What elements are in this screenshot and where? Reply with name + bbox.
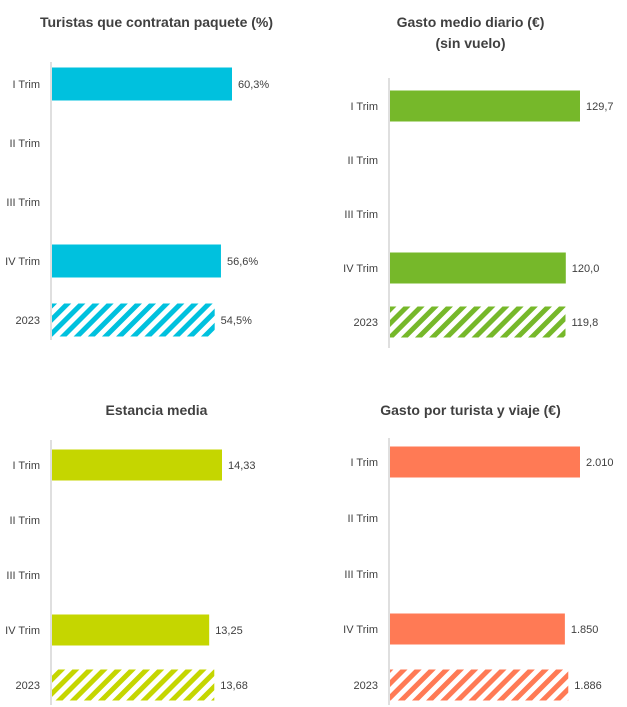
chart-title-gasto-turista: Gasto por turista y viaje (€) xyxy=(380,402,561,418)
category-label: I Trim xyxy=(351,101,379,113)
category-label: II Trim xyxy=(347,155,378,167)
bar xyxy=(390,446,580,478)
bar-chart-paquete: I Trim 60,3% II Trim III Trim IV Trim 56,6% 20… xyxy=(5,62,269,340)
category-label: II Trim xyxy=(9,515,40,527)
value-label: 56,6% xyxy=(227,256,258,268)
chart-title-gasto-diario: Gasto medio diario (€) xyxy=(396,14,545,30)
category-label: III Trim xyxy=(6,570,40,582)
bar xyxy=(390,669,569,701)
category-label: III Trim xyxy=(6,197,40,209)
bar xyxy=(390,90,580,122)
category-label: 2023 xyxy=(16,315,40,327)
bar xyxy=(390,613,565,645)
bar xyxy=(52,67,232,101)
chart-panel-gasto-diario: Gasto medio diario (€) (sin vuelo) I Tri… xyxy=(314,0,627,350)
category-label: I Trim xyxy=(351,457,379,469)
chart-subtitle-gasto-diario: (sin vuelo) xyxy=(435,35,506,51)
bar-chart-estancia: I Trim 14,33 II Trim III Trim IV Trim 13,25 20… xyxy=(5,440,256,705)
bar-chart-gasto-turista: I Trim 2.010 II Trim III Trim IV Trim 1.850 20… xyxy=(343,438,614,705)
value-label: 13,68 xyxy=(220,680,248,692)
value-label: 129,7 xyxy=(586,101,614,113)
chart-title-paquete: Turistas que contratan paquete (%) xyxy=(39,14,274,30)
category-label: II Trim xyxy=(347,513,378,525)
category-label: IV Trim xyxy=(343,263,378,275)
category-label: III Trim xyxy=(344,569,378,581)
bar xyxy=(390,306,566,338)
bar xyxy=(390,252,566,284)
bar-chart-gasto-diario: I Trim 129,7 II Trim III Trim IV Trim 120,0 20… xyxy=(343,78,614,348)
category-label: 2023 xyxy=(16,680,40,692)
chart-panel-gasto-turista: Gasto por turista y viaje (€) I Trim 2.01… xyxy=(314,360,627,707)
category-label: IV Trim xyxy=(343,624,378,636)
category-label: 2023 xyxy=(354,317,378,329)
chart-panel-paquete: Turistas que contratan paquete (%) I Tri… xyxy=(0,0,313,350)
value-label: 13,25 xyxy=(215,625,243,637)
value-label: 119,8 xyxy=(571,317,598,329)
bar xyxy=(52,669,215,701)
category-label: III Trim xyxy=(344,209,378,221)
value-label: 1.886 xyxy=(574,680,602,692)
bar xyxy=(52,244,221,278)
value-label: 14,33 xyxy=(228,460,256,472)
value-label: 1.850 xyxy=(571,624,599,636)
category-label: I Trim xyxy=(13,460,41,472)
value-label: 120,0 xyxy=(572,263,600,275)
category-label: IV Trim xyxy=(5,256,40,268)
value-label: 2.010 xyxy=(586,457,614,469)
bar xyxy=(52,449,222,481)
category-label: IV Trim xyxy=(5,625,40,637)
chart-panel-estancia: Estancia media I Trim 14,33 II Trim III Tri… xyxy=(0,360,313,707)
bar xyxy=(52,614,210,646)
category-label: II Trim xyxy=(9,138,40,150)
bar xyxy=(52,303,215,337)
chart-title-estancia: Estancia media xyxy=(105,402,208,418)
value-label: 60,3% xyxy=(238,79,269,91)
category-label: I Trim xyxy=(13,79,41,91)
category-label: 2023 xyxy=(354,680,378,692)
value-label: 54,5% xyxy=(221,315,252,327)
